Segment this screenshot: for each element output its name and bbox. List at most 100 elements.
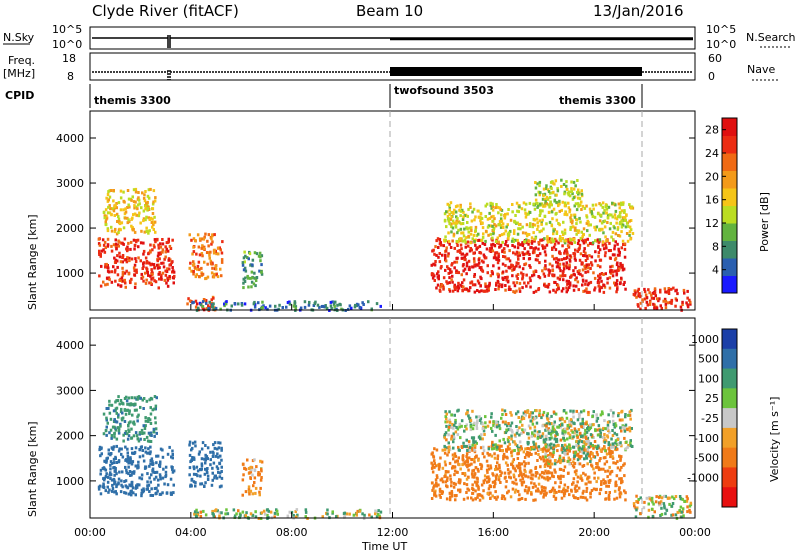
range-gate-cell: [591, 214, 595, 218]
range-gate-cell: [571, 225, 575, 229]
range-gate-cell: [516, 232, 520, 236]
range-gate-cell: [566, 437, 569, 441]
range-gate-cell: [145, 260, 149, 263]
range-gate-cell: [484, 415, 487, 419]
range-gate-cell: [534, 484, 537, 488]
range-gate-cell: [521, 244, 525, 247]
range-gate-cell: [472, 468, 476, 472]
range-gate-cell: [566, 427, 569, 431]
range-gate-cell: [558, 223, 561, 227]
range-gate-cell: [581, 235, 584, 239]
range-gate-cell: [561, 230, 564, 234]
range-gate-cell: [562, 265, 566, 269]
range-gate-cell: [672, 286, 675, 290]
range-gate-cell: [533, 425, 537, 429]
range-gate-cell: [536, 436, 540, 440]
range-gate-cell: [482, 253, 486, 257]
range-gate-cell: [589, 423, 592, 427]
range-gate-cell: [192, 245, 195, 249]
range-gate-cell: [430, 461, 433, 465]
range-gate-cell: [121, 273, 125, 277]
range-gate-cell: [129, 402, 133, 406]
range-gate-cell: [161, 238, 164, 241]
range-gate-cell: [504, 461, 508, 465]
range-gate-cell: [150, 283, 153, 286]
range-gate-cell: [145, 266, 148, 270]
range-gate-cell: [637, 498, 640, 501]
range-gate-cell: [454, 454, 458, 458]
range-gate-cell: [438, 238, 442, 241]
range-gate-cell: [186, 302, 189, 306]
range-gate-cell: [254, 510, 257, 514]
range-gate-cell: [156, 259, 159, 263]
range-gate-cell: [435, 239, 438, 243]
range-gate-cell: [124, 207, 127, 211]
range-gate-cell: [576, 497, 580, 500]
range-gate-cell: [562, 183, 566, 186]
range-gate-cell: [511, 264, 514, 268]
range-gate-cell: [511, 203, 514, 206]
range-gate-cell: [554, 481, 557, 485]
range-gate-cell: [149, 263, 152, 267]
range-gate-cell: [521, 273, 524, 277]
range-gate-cell: [321, 515, 324, 519]
range-gate-cell: [152, 243, 156, 247]
range-gate-cell: [533, 416, 537, 420]
range-gate-cell: [144, 218, 147, 222]
range-gate-cell: [679, 497, 683, 501]
range-gate-cell: [146, 194, 150, 198]
range-gate-cell: [496, 454, 500, 458]
range-gate-cell: [533, 447, 536, 451]
range-gate-cell: [523, 456, 527, 459]
range-gate-cell: [530, 469, 533, 473]
range-gate-cell: [553, 242, 557, 246]
range-gate-cell: [442, 287, 445, 291]
range-gate-cell: [551, 246, 554, 250]
range-gate-cell: [148, 398, 151, 402]
range-gate-cell: [619, 220, 622, 224]
range-gate-cell: [604, 449, 607, 453]
range-gate-cell: [505, 225, 508, 229]
range-gate-cell: [627, 413, 630, 417]
range-gate-cell: [120, 241, 123, 245]
range-gate-cell: [648, 300, 652, 304]
range-gate-cell: [117, 415, 120, 419]
range-gate-cell: [657, 299, 660, 303]
range-gate-cell: [445, 497, 449, 501]
range-gate-cell: [196, 233, 200, 237]
range-gate-cell: [543, 237, 546, 241]
range-gate-cell: [207, 244, 210, 248]
range-gate-cell: [648, 303, 652, 306]
range-gate-cell: [602, 426, 605, 430]
range-gate-cell: [569, 225, 572, 229]
range-gate-cell: [112, 477, 116, 481]
range-gate-cell: [140, 428, 144, 432]
range-gate-cell: [475, 234, 479, 238]
range-gate-cell: [505, 448, 508, 452]
range-gate-cell: [535, 421, 539, 425]
range-gate-cell: [597, 476, 600, 480]
range-gate-cell: [459, 251, 462, 254]
range-gate-cell: [444, 415, 447, 419]
range-gate-cell: [518, 469, 522, 473]
range-gate-cell: [518, 205, 521, 209]
range-gate-cell: [140, 488, 144, 492]
range-gate-cell: [119, 399, 123, 402]
range-gate-cell: [482, 445, 485, 449]
range-gate-cell: [133, 212, 137, 216]
range-gate-cell: [593, 440, 597, 443]
range-gate-cell: [521, 477, 525, 481]
range-gate-cell: [456, 427, 460, 431]
range-gate-cell: [527, 424, 531, 428]
range-gate-cell: [535, 409, 538, 413]
power-colorbar-segment: [722, 223, 737, 241]
range-gate-cell: [137, 395, 141, 399]
range-gate-cell: [449, 201, 453, 205]
range-gate-cell: [471, 237, 474, 241]
range-gate-cell: [200, 467, 203, 471]
range-gate-cell: [600, 483, 603, 486]
range-gate-cell: [563, 483, 567, 487]
range-gate-cell: [543, 266, 546, 270]
range-gate-cell: [473, 218, 476, 222]
range-gate-cell: [494, 465, 498, 468]
